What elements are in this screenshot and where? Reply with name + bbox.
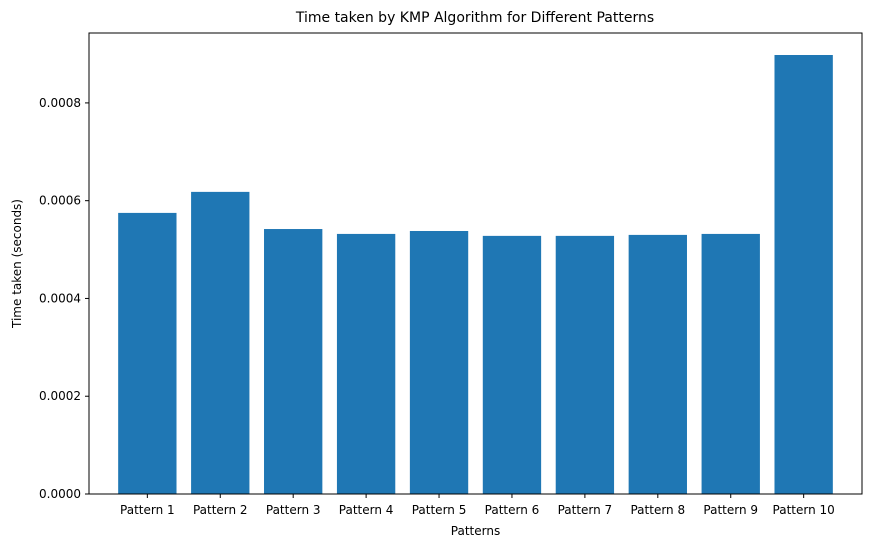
bars-group [118,55,833,495]
x-tick-label-7: Pattern 7 [558,503,613,517]
bar-2 [191,191,250,494]
bar-4 [336,233,396,495]
bar-9 [701,233,760,495]
bar-1 [118,212,177,494]
bar-10 [774,55,833,494]
y-tick-label-2: 0.0002 [39,389,81,403]
bar-7 [555,235,615,494]
x-tick-label-1: Pattern 1 [120,503,175,517]
bar-8 [628,234,687,494]
x-tick-label-9: Pattern 9 [703,503,758,517]
x-tick-label-5: Pattern 5 [412,503,467,517]
y-axis: 0.0000 0.0002 0.0004 0.0006 0.0008 [39,96,89,501]
x-tick-label-8: Pattern 8 [630,503,685,517]
bar-6 [482,235,542,494]
bar-5 [409,230,469,495]
y-tick-label-4: 0.0006 [39,194,81,208]
y-tick-label-1: 0.0000 [39,487,81,501]
x-axis: Pattern 1 Pattern 2 Pattern 3 Pattern 4 Patt… [120,494,835,517]
y-axis-label: Time taken (seconds) [10,199,24,329]
plot-frame [88,32,863,495]
y-tick-label-5: 0.0008 [39,96,81,110]
x-tick-label-6: Pattern 6 [485,503,540,517]
x-tick-label-4: Pattern 4 [339,503,394,517]
x-axis-label: Patterns [451,524,500,538]
bar-3 [264,229,323,494]
x-tick-label-3: Pattern 3 [266,503,321,517]
x-tick-label-10: Pattern 10 [773,503,835,517]
x-tick-label-2: Pattern 2 [193,503,248,517]
chart-title: Time taken by KMP Algorithm for Differen… [295,10,654,26]
y-tick-label-3: 0.0004 [39,291,81,305]
